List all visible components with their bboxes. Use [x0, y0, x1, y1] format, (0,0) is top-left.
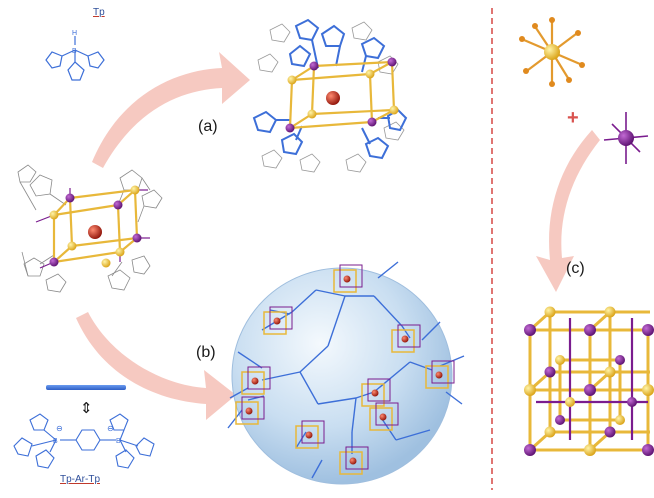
plus-sign: + [567, 107, 579, 129]
starting-cube-gold-atom [130, 185, 140, 195]
tp-label: Tp [93, 7, 105, 18]
hydrogen-label: H [72, 30, 77, 37]
linker-bar [46, 385, 126, 390]
panel-label-b: (b) [196, 344, 216, 361]
tp-ligand-structure [45, 36, 105, 81]
cube-a-guest [326, 91, 340, 105]
negative-charge-label: ⊖ [56, 424, 63, 433]
boron-label: B [53, 438, 58, 445]
network-linkers [227, 261, 465, 479]
network-cage [241, 366, 271, 395]
tp-ar-tp-label: Tp-Ar-Tp [60, 474, 100, 485]
starting-cube-purple-atom [65, 193, 75, 203]
panel-label-a: (a) [198, 118, 218, 135]
network-cage [361, 378, 391, 407]
starting-cube-gold-atom [115, 247, 125, 257]
starting-cube-gold-atom [67, 241, 77, 251]
arrow-to-c [536, 130, 600, 292]
starting-cube-purple-atom [49, 257, 59, 267]
starting-cube-gold-atom [49, 210, 59, 220]
purple-node [603, 112, 649, 164]
network-cage [295, 420, 325, 449]
network-cage [339, 446, 369, 475]
negative-charge-label: ⊖ [107, 424, 114, 433]
swap-arrow-icon: ⇕ [80, 399, 93, 417]
starting-cube-purple-atom [113, 200, 123, 210]
tp-ar-tp-structure [13, 413, 155, 469]
cube-a-gold-atom [287, 75, 297, 85]
cube-a-gold-atom [307, 109, 317, 119]
cube-a-frame [288, 60, 396, 130]
arrow-to-b [76, 312, 236, 420]
cube-a-grey-ligands [257, 21, 405, 173]
cube-a-purple-atom [367, 117, 377, 127]
cube-a-purple-atom [387, 57, 397, 67]
cavity-sphere [231, 267, 453, 485]
cube-a-purple-atom [285, 123, 295, 133]
arrow-to-a [92, 52, 250, 168]
starting-cube-guest [88, 225, 102, 239]
panel-label-c: (c) [566, 260, 585, 277]
octahedral-node [519, 17, 585, 87]
network-cage [369, 402, 399, 431]
lattice-c [524, 306, 654, 456]
network-cage [425, 360, 455, 389]
network-cage [333, 264, 363, 293]
starting-cube-purple-atom [132, 233, 142, 243]
cube-a-gold-atom [365, 69, 375, 79]
boron-label: B [72, 48, 77, 55]
starting-cube-gold-atom [101, 258, 111, 268]
boron-label: B [116, 438, 121, 445]
cube-a-purple-atom [309, 61, 319, 71]
network-cage [235, 396, 265, 425]
cube-a-gold-atom [389, 105, 399, 115]
network-cage [391, 324, 421, 353]
network-cage [263, 306, 293, 335]
